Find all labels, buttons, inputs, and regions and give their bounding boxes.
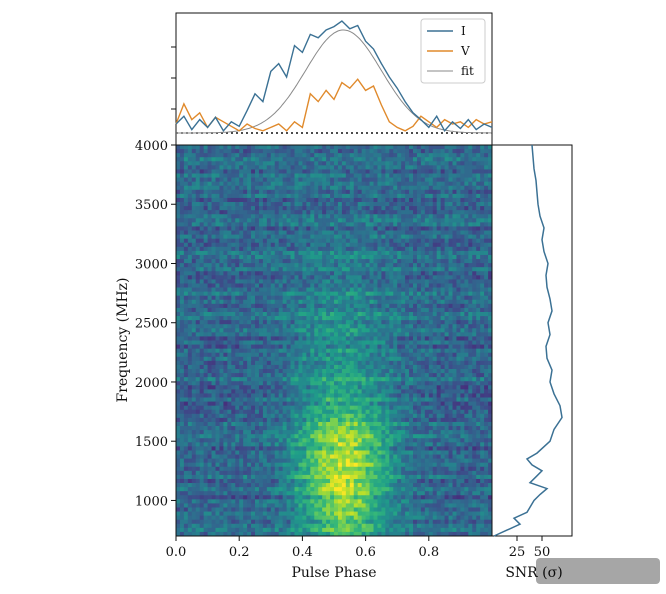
profile-lines xyxy=(175,20,493,134)
y-axis-ticks: 1000 1500 2000 2500 3000 3500 4000 xyxy=(135,139,176,509)
series-I-line xyxy=(175,20,493,133)
series-fit-line xyxy=(176,29,493,134)
x-tick-label: 0.0 xyxy=(166,545,187,560)
y-tick-label: 2500 xyxy=(135,317,168,332)
snr-line xyxy=(493,144,563,537)
y-axis-label: Frequency (MHz) xyxy=(115,277,131,402)
y-tick-label: 3500 xyxy=(135,198,168,213)
heatmap xyxy=(176,145,493,537)
y-tick-label: 1500 xyxy=(135,435,168,450)
y-tick-label: 2000 xyxy=(135,376,168,391)
snr-frame xyxy=(491,144,573,537)
snr-ticks: 25 50 xyxy=(509,536,551,560)
snr-tick-label: 50 xyxy=(534,545,551,560)
x-tick-label: 0.6 xyxy=(355,545,376,560)
snr-series-line xyxy=(493,144,563,537)
legend-label-V: V xyxy=(460,44,470,58)
y-tick-label: 1000 xyxy=(135,494,168,509)
snr-axis-label: SNR (σ) xyxy=(505,565,562,581)
y-tick-label: 3000 xyxy=(135,257,168,272)
snr-tick-label: 25 xyxy=(509,545,526,560)
x-tick-label: 0.8 xyxy=(418,545,439,560)
watermark xyxy=(536,558,660,584)
x-tick-label: 0.4 xyxy=(292,545,313,560)
snr-panel: 25 50 SNR (σ) xyxy=(491,144,573,581)
x-tick-label: 0.2 xyxy=(229,545,250,560)
watermark-bg xyxy=(536,558,660,584)
profile-yticks xyxy=(171,46,176,110)
y-tick-label: 4000 xyxy=(135,139,168,154)
legend-label-fit: fit xyxy=(461,64,474,78)
x-axis-label: Pulse Phase xyxy=(291,565,376,581)
x-axis-ticks: 0.0 0.2 0.4 0.6 0.8 xyxy=(166,536,439,560)
legend-label-I: I xyxy=(461,24,466,38)
